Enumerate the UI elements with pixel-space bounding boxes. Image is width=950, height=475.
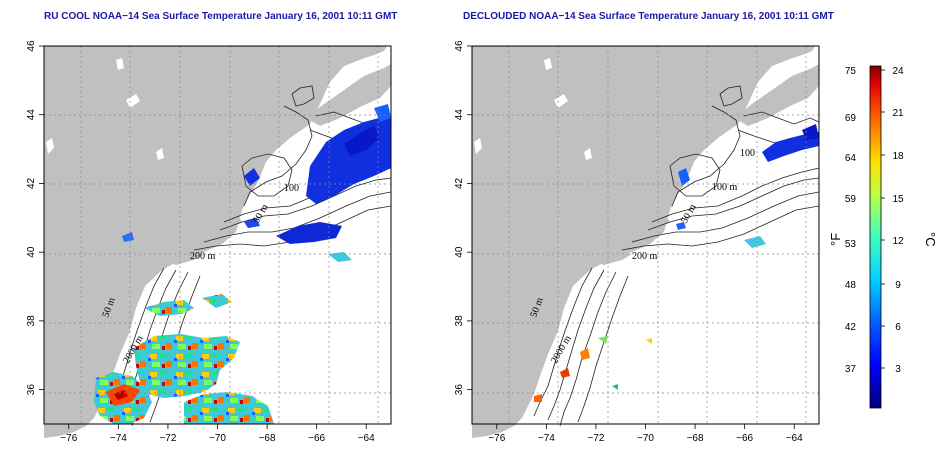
y-tick-label: 46 [26,40,37,52]
x-tick-label: −72 [587,433,604,444]
colorbar-celsius-tick: 15 [892,194,904,205]
y-tick-label: 44 [454,109,465,121]
x-tick-label: −66 [308,433,325,444]
sst-patch-warm-5 [202,294,232,308]
sst-patch-warm-1 [134,334,240,398]
colorbar-fahrenheit-tick: 53 [845,239,857,250]
sst-patch-cold-ne [762,132,819,162]
right-map: 100 100 m 50 m 200 m 50 m 2000 m [471,45,820,439]
colorbar-fahrenheit-tick: 59 [845,194,857,205]
y-tick-label: 36 [454,384,465,396]
colorbar-fahrenheit-tick: 42 [845,322,857,333]
contour-label-200m-r: 200 m [632,251,658,262]
contour-label-100m-r: 100 m [712,182,738,193]
colorbar-celsius-tick: 18 [892,151,904,162]
x-tick-label: −64 [358,433,375,444]
sst-patch-warm-3 [184,392,274,424]
colorbar-fahrenheit-tick: 48 [845,280,857,291]
x-tick-label: −76 [60,433,77,444]
colorbar-celsius-tick: 12 [892,236,904,247]
sst-patch-warm-4 [144,300,194,316]
colorbar-gradient [869,65,882,409]
x-tick-label: −66 [736,433,753,444]
contour-label-200m: 200 m [190,251,216,262]
x-tick-label: −68 [687,433,704,444]
sst-patch-warm-r5 [612,384,618,390]
colorbar-celsius-tick: 9 [895,280,901,291]
left-map: 100 50 m 200 m 50 m 2000 m [43,45,392,439]
colorbar-fahrenheit-tick: 75 [845,66,857,77]
left-grid [44,46,391,424]
colorbar-fahrenheit-label: °F [828,233,843,246]
y-tick-label: 36 [26,384,37,396]
right-grid [472,46,819,424]
sst-patch-warm-r6 [534,394,542,402]
right-panel-title: DECLOUDED NOAA−14 Sea Surface Temperatur… [463,11,834,22]
y-tick-label: 46 [454,40,465,52]
sst-patch-west [122,232,134,242]
colorbar-fahrenheit-tick: 37 [845,364,857,375]
x-tick-label: −76 [488,433,505,444]
sst-patch-shelf-2 [244,218,260,228]
colorbar-celsius-tick: 3 [895,364,901,375]
colorbar-celsius-tick: 21 [892,108,904,119]
y-tick-label: 40 [454,246,465,258]
colorbar-celsius-label: °C [923,232,938,247]
sst-patch-shelf [276,222,342,244]
contour-label-100-r: 100 [740,148,755,159]
colorbar-fahrenheit-tick: 69 [845,113,857,124]
colorbar-fahrenheit-tick: 64 [845,153,857,164]
sst-patch-small [244,168,260,186]
y-tick-label: 40 [26,246,37,258]
left-panel-title: RU COOL NOAA−14 Sea Surface Temperature … [44,11,398,22]
sst-patch-warm-r1 [580,348,590,360]
x-tick-label: −74 [538,433,555,444]
sst-patch-warm-r3 [598,336,608,344]
sst-patch-warm-r2 [560,368,570,378]
sst-patch-cyan [328,252,352,262]
axes-layer: −76 −74 −72 −70 −68 −66 −64 36 38 40 42 44 46 −76 −74 −… [26,40,803,444]
y-tick-label: 38 [26,315,37,327]
y-tick-label: 38 [454,315,465,327]
y-tick-label: 42 [454,177,465,189]
sst-patch-cyan-r [744,236,766,248]
x-tick-label: −64 [786,433,803,444]
y-tick-label: 44 [26,109,37,121]
x-tick-label: −70 [637,433,654,444]
colorbar-celsius-tick: 6 [895,322,901,333]
sst-patch-tiny-blue [676,222,686,230]
x-tick-label: −70 [209,433,226,444]
x-tick-label: −74 [110,433,127,444]
sst-patch-deep-blue [344,126,380,156]
sst-patch-hottest [114,390,128,400]
sst-patch-small-blue [678,168,690,186]
y-tick-label: 42 [26,177,37,189]
x-tick-label: −68 [259,433,276,444]
x-tick-label: −72 [159,433,176,444]
contour-label-100: 100 [284,183,299,194]
sst-patch-warm-r4 [646,338,652,344]
colorbar-celsius-tick: 24 [892,66,904,77]
